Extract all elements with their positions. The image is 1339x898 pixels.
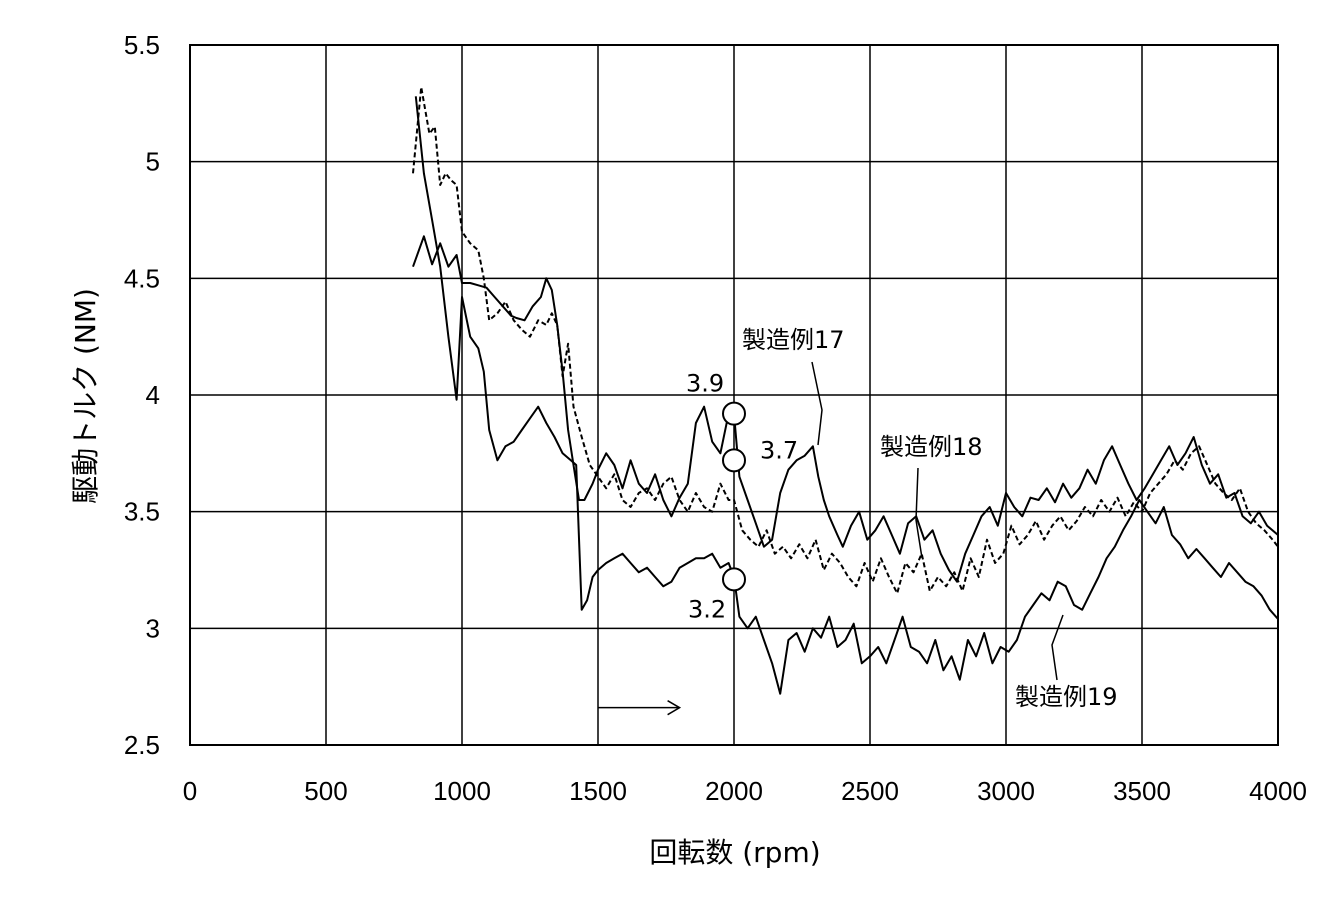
- y-tick-label: 5.5: [124, 30, 160, 60]
- value-marker: [723, 403, 745, 425]
- x-tick-label: 3000: [977, 776, 1035, 806]
- value-marker: [723, 449, 745, 471]
- x-tick-label: 1500: [569, 776, 627, 806]
- x-tick-label: 1000: [433, 776, 491, 806]
- y-axis-title: 駆動トルク (NM): [69, 288, 102, 504]
- value-marker-label: 3.9: [686, 370, 724, 398]
- y-tick-label: 4: [146, 380, 160, 410]
- x-axis-title: 回転数 (rpm): [649, 836, 820, 869]
- series-label-19: 製造例19: [1015, 683, 1118, 711]
- x-tick-label: 2500: [841, 776, 899, 806]
- series-label-17: 製造例17: [742, 326, 845, 354]
- x-tick-label: 4000: [1249, 776, 1307, 806]
- y-tick-label: 3: [146, 613, 160, 643]
- series-label-18: 製造例18: [880, 433, 983, 461]
- value-marker-label: 3.2: [688, 595, 726, 623]
- y-tick-label: 3.5: [124, 497, 160, 527]
- x-tick-label: 0: [183, 776, 197, 806]
- value-marker-label: 3.7: [760, 436, 798, 464]
- x-tick-label: 3500: [1113, 776, 1171, 806]
- x-tick-label: 500: [304, 776, 347, 806]
- x-tick-label: 2000: [705, 776, 763, 806]
- y-tick-label: 2.5: [124, 730, 160, 760]
- value-marker: [723, 568, 745, 590]
- y-tick-label: 5: [146, 147, 160, 177]
- y-tick-label: 4.5: [124, 263, 160, 293]
